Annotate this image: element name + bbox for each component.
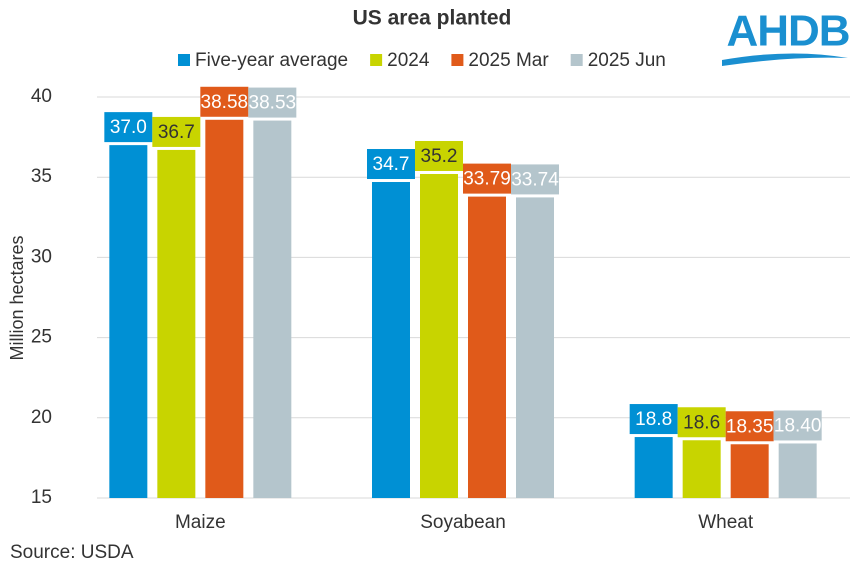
value-label: 37.0 [110, 117, 147, 138]
logo-text: AHDB [726, 7, 849, 56]
value-label: 18.35 [726, 416, 774, 437]
value-label-box [104, 112, 153, 143]
y-tick-label: 30 [31, 246, 52, 267]
y-tick-label: 40 [31, 86, 52, 107]
x-tick-label: Wheat [698, 512, 754, 533]
legend-label: Five-year average [195, 50, 348, 71]
value-label: 36.7 [158, 122, 195, 143]
chart-title: US area planted [353, 7, 512, 30]
value-label: 18.6 [683, 412, 720, 433]
legend-swatch [570, 54, 583, 66]
source-note: Source: USDA [10, 542, 134, 563]
bar [205, 119, 244, 499]
value-label: 33.74 [511, 169, 559, 190]
y-tick-label: 35 [31, 166, 52, 187]
x-tick-label: Soyabean [420, 512, 506, 533]
value-label-box [415, 140, 463, 171]
y-tick-label: 15 [31, 487, 52, 508]
value-label-box [511, 164, 559, 195]
bar [634, 437, 673, 498]
x-tick-label: Maize [175, 512, 226, 533]
legend-label: 2025 Mar [468, 50, 549, 71]
bar [730, 444, 769, 498]
value-label: 38.58 [201, 92, 249, 113]
legend-swatch [370, 54, 383, 66]
value-label-box [200, 86, 249, 117]
value-label: 35.2 [421, 146, 458, 167]
legend-label: 2024 [387, 50, 430, 71]
legend-swatch [178, 54, 190, 66]
bar [516, 197, 554, 498]
logo: AHDB [722, 7, 851, 66]
value-label-box [463, 163, 511, 194]
bar [157, 149, 196, 498]
value-label: 34.7 [373, 154, 410, 175]
value-label-box [773, 410, 822, 441]
bar [109, 145, 148, 498]
y-tick-label: 20 [31, 407, 52, 428]
value-label-box [629, 404, 678, 435]
value-label-box [248, 87, 297, 118]
bar [253, 120, 292, 498]
bar [372, 182, 410, 498]
y-axis-label: Million hectares [7, 235, 27, 360]
bar [682, 440, 721, 498]
logo-swoosh [722, 53, 848, 66]
bar [778, 443, 817, 498]
legend-label: 2025 Jun [588, 50, 666, 71]
value-label: 18.8 [635, 409, 672, 430]
legend-swatch [451, 54, 464, 66]
value-label-box [152, 116, 201, 147]
bar [420, 173, 458, 498]
value-label-box [725, 411, 774, 442]
value-label: 33.79 [463, 169, 511, 190]
value-label-box [367, 149, 415, 180]
value-label-box [677, 407, 726, 438]
value-label: 18.40 [774, 415, 822, 436]
value-label: 38.53 [249, 93, 297, 114]
bar [468, 196, 506, 498]
y-tick-label: 25 [31, 327, 52, 348]
